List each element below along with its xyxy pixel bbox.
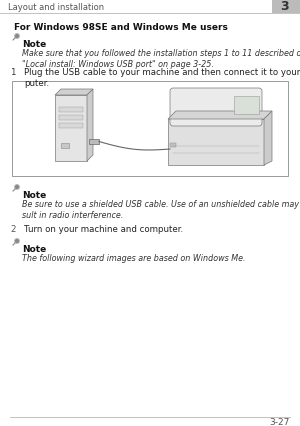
Text: ...: ... bbox=[22, 34, 29, 43]
Bar bbox=[272, 0, 300, 14]
Bar bbox=[89, 140, 99, 145]
Bar bbox=[59, 124, 83, 129]
Text: 3-27: 3-27 bbox=[270, 417, 290, 426]
Circle shape bbox=[14, 184, 20, 190]
Circle shape bbox=[14, 239, 20, 245]
Bar bbox=[12, 82, 288, 177]
Bar bbox=[59, 108, 83, 113]
Circle shape bbox=[15, 35, 19, 39]
Text: Make sure that you followed the installation steps 1 to 11 described on
"Local i: Make sure that you followed the installa… bbox=[22, 49, 300, 69]
Text: Layout and installation: Layout and installation bbox=[8, 3, 104, 12]
Polygon shape bbox=[87, 90, 93, 161]
Polygon shape bbox=[168, 120, 264, 166]
Text: Be sure to use a shielded USB cable. Use of an unshielded cable may re-
sult in : Be sure to use a shielded USB cable. Use… bbox=[22, 199, 300, 219]
Bar bbox=[170, 144, 176, 148]
Text: Turn on your machine and computer.: Turn on your machine and computer. bbox=[24, 225, 183, 233]
Text: 3: 3 bbox=[280, 0, 289, 14]
FancyBboxPatch shape bbox=[170, 89, 262, 127]
Bar bbox=[59, 116, 83, 121]
Circle shape bbox=[15, 239, 19, 243]
Text: 1: 1 bbox=[10, 68, 16, 77]
Polygon shape bbox=[55, 90, 93, 96]
Text: ...: ... bbox=[22, 184, 29, 193]
Text: Note: Note bbox=[22, 40, 46, 49]
Polygon shape bbox=[264, 112, 272, 166]
Text: Note: Note bbox=[22, 190, 46, 199]
Text: Plug the USB cable to your machine and then connect it to your com-
puter.: Plug the USB cable to your machine and t… bbox=[24, 68, 300, 88]
Text: 2: 2 bbox=[10, 225, 16, 233]
Text: Note: Note bbox=[22, 245, 46, 253]
Circle shape bbox=[15, 186, 19, 190]
Circle shape bbox=[14, 34, 20, 40]
Polygon shape bbox=[55, 96, 87, 161]
Bar bbox=[234, 97, 259, 115]
Text: For Windows 98SE and Windows Me users: For Windows 98SE and Windows Me users bbox=[14, 23, 228, 32]
Text: The following wizard images are based on Windows Me.: The following wizard images are based on… bbox=[22, 253, 245, 262]
Polygon shape bbox=[168, 112, 272, 120]
Bar bbox=[61, 144, 69, 149]
Text: ...: ... bbox=[22, 239, 29, 248]
